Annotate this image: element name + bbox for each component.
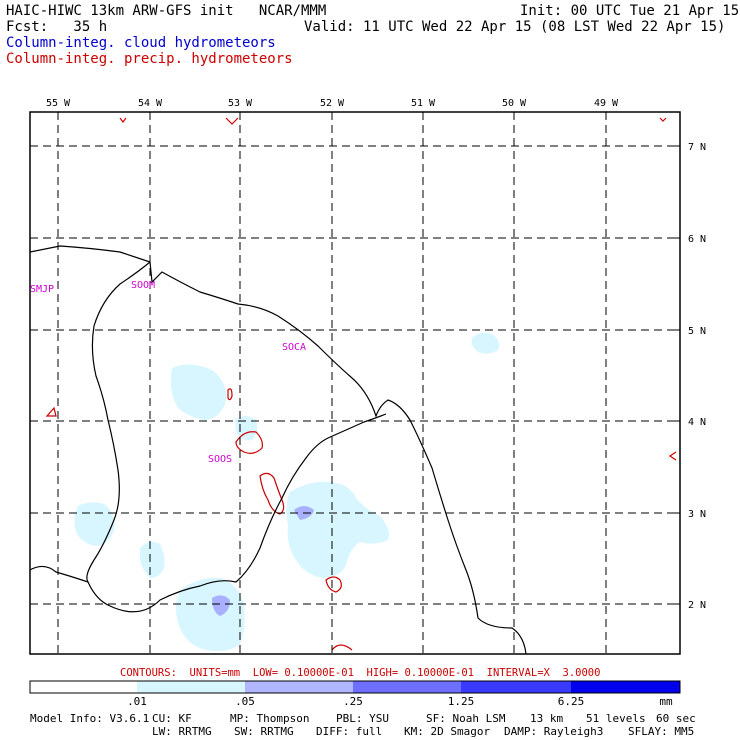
model-damp: DAMP: Rayleigh3 [504, 725, 604, 738]
lon-label: 55 W [46, 98, 71, 109]
colorbar-tick: .01 [127, 695, 147, 708]
precip-contour [659, 117, 667, 122]
graticule [30, 112, 680, 654]
lon-label: 50 W [502, 98, 527, 109]
model-km: KM: 2D Smagor [404, 725, 491, 738]
colorbar-bin [571, 681, 680, 693]
lon-label: 52 W [320, 98, 345, 109]
lon-label: 49 W [594, 98, 619, 109]
cloud-shading [74, 332, 500, 652]
precip-contour [225, 117, 239, 125]
colorbar-tick: 1.25 [448, 695, 475, 708]
precip-contour [45, 406, 57, 417]
lat-label: 5 N [688, 326, 706, 337]
precip-contour [235, 431, 263, 454]
colorbar-bin [245, 681, 353, 693]
field-label-precip: Column-integ. precip. hydrometeors [6, 51, 293, 67]
cloud-area [235, 416, 258, 441]
model-levels: 51 levels [586, 712, 646, 725]
model-sw: SW: RRTMG [234, 725, 294, 738]
lat-label: 6 N [688, 234, 706, 245]
coastline [30, 245, 527, 654]
stations: SMJP SOOM SOCA SOOS [30, 280, 306, 465]
init-time: Init: 00 UTC Tue 21 Apr 15 [520, 3, 740, 19]
precip-contour [119, 117, 127, 123]
model-version: Model Info: V3.6.1 [30, 712, 150, 725]
precip-contour [668, 451, 677, 461]
lon-label: 51 W [411, 98, 436, 109]
map-frame [29, 111, 681, 655]
colorbar-bin [137, 681, 245, 693]
colorbar: .01 .05 .25 1.25 6.25 mm [29, 680, 681, 708]
border-south [30, 413, 387, 613]
model-mp: MP: Thompson [230, 712, 310, 725]
lat-label: 4 N [688, 417, 706, 428]
plot-title: HAIC-HIWC 13km ARW-GFS init NCAR/MMM [6, 3, 327, 19]
cloud-area [176, 577, 245, 652]
lon-labels: 55 W 54 W 53 W 52 W 51 W 50 W 49 W [46, 98, 619, 109]
colorbar-tick: .25 [343, 695, 363, 708]
precip-contours [45, 117, 677, 651]
cloud-area [140, 541, 165, 578]
model-resolution: 13 km [530, 712, 564, 725]
lon-label: 53 W [228, 98, 253, 109]
precip-contour [227, 388, 233, 401]
colorbar-units: mm [659, 695, 673, 708]
model-pbl: PBL: YSU [336, 712, 389, 725]
ticks [57, 112, 680, 605]
model-cu: CU: KF [152, 712, 192, 725]
station-smjp: SMJP [30, 284, 54, 295]
valid-time: Valid: 11 UTC Wed 22 Apr 15 (08 LST Wed … [304, 19, 726, 35]
model-diff: DIFF: full [316, 725, 383, 738]
model-sf: SF: Noah LSM [426, 712, 506, 725]
colorbar-bin [461, 681, 571, 693]
model-sflay: SFLAY: MM5 [628, 725, 695, 738]
lat-label: 3 N [688, 509, 706, 520]
model-lw: LW: RRTMG [152, 725, 212, 738]
lon-label: 54 W [138, 98, 163, 109]
station-soos: SOOS [208, 454, 232, 465]
border-west [86, 261, 151, 583]
cloud-core [212, 595, 230, 616]
colorbar-bin [353, 681, 461, 693]
lat-labels: 7 N 6 N 5 N 4 N 3 N 2 N [688, 142, 706, 611]
precip-contour [325, 576, 342, 593]
lat-label: 2 N [688, 600, 706, 611]
precip-contour [259, 472, 285, 515]
cloud-area [170, 364, 227, 420]
cloud-area [286, 481, 389, 578]
station-soca: SOCA [282, 342, 306, 353]
coastline-borders [30, 245, 527, 654]
contour-info: CONTOURS: UNITS=mm LOW= 0.10000E-01 HIGH… [120, 667, 601, 679]
precip-contour [331, 644, 353, 651]
colorbar-bin [30, 681, 137, 693]
model-timestep: 60 sec [656, 712, 696, 725]
colorbar-frame [29, 680, 681, 694]
cloud-area [471, 332, 500, 354]
colorbar-tick: 6.25 [558, 695, 585, 708]
lat-label: 7 N [688, 142, 706, 153]
forecast-hour: Fcst: 35 h [6, 19, 108, 35]
station-soom: SOOM [131, 280, 155, 291]
colorbar-tick: .05 [235, 695, 255, 708]
field-label-cloud: Column-integ. cloud hydrometeors [6, 35, 276, 51]
